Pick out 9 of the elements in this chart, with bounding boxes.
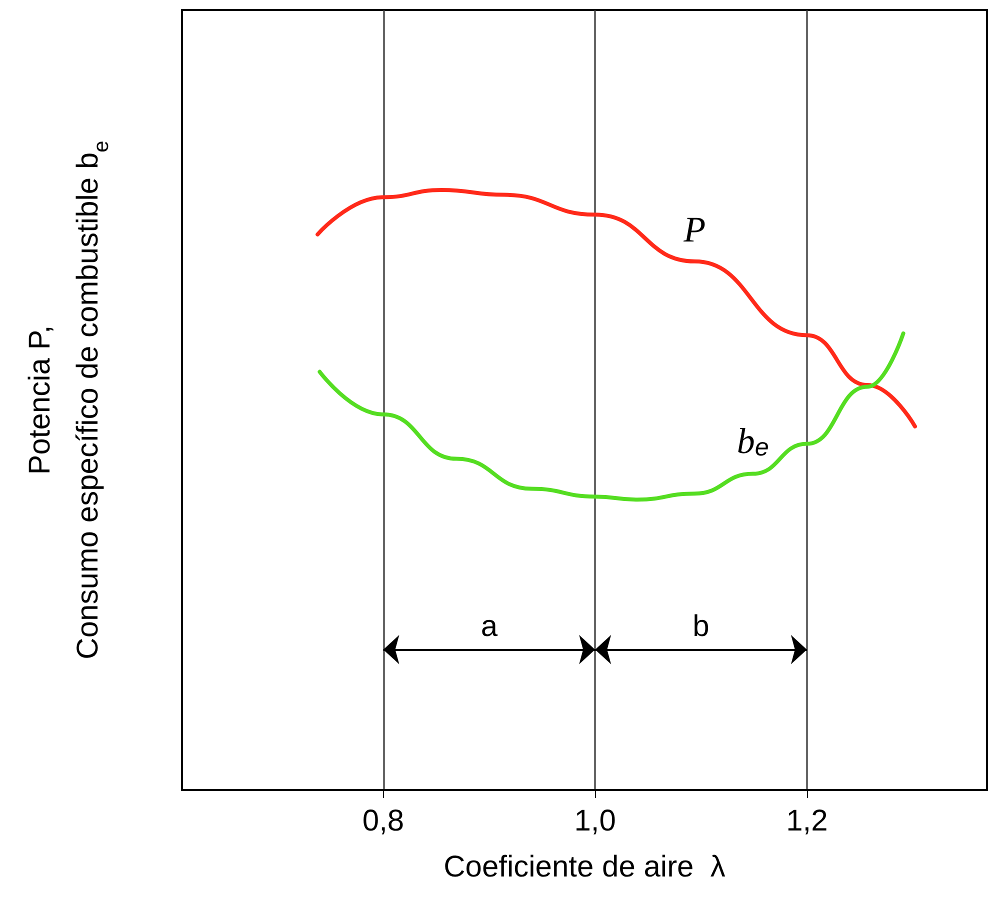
y-axis-title: Potencia P, Consumo específico de combustible be bbox=[24, 140, 113, 660]
annotation: a bbox=[480, 610, 498, 644]
x-tick-label: 1,0 bbox=[574, 804, 616, 838]
annotation: b bbox=[692, 610, 710, 644]
series-label: P bbox=[682, 209, 706, 250]
x-tick-label: 1,2 bbox=[786, 804, 828, 838]
series-label: be bbox=[736, 421, 769, 462]
x-tick-label: 0,8 bbox=[362, 804, 404, 838]
x-axis-title: Coeficiente de aire λ bbox=[444, 850, 726, 884]
